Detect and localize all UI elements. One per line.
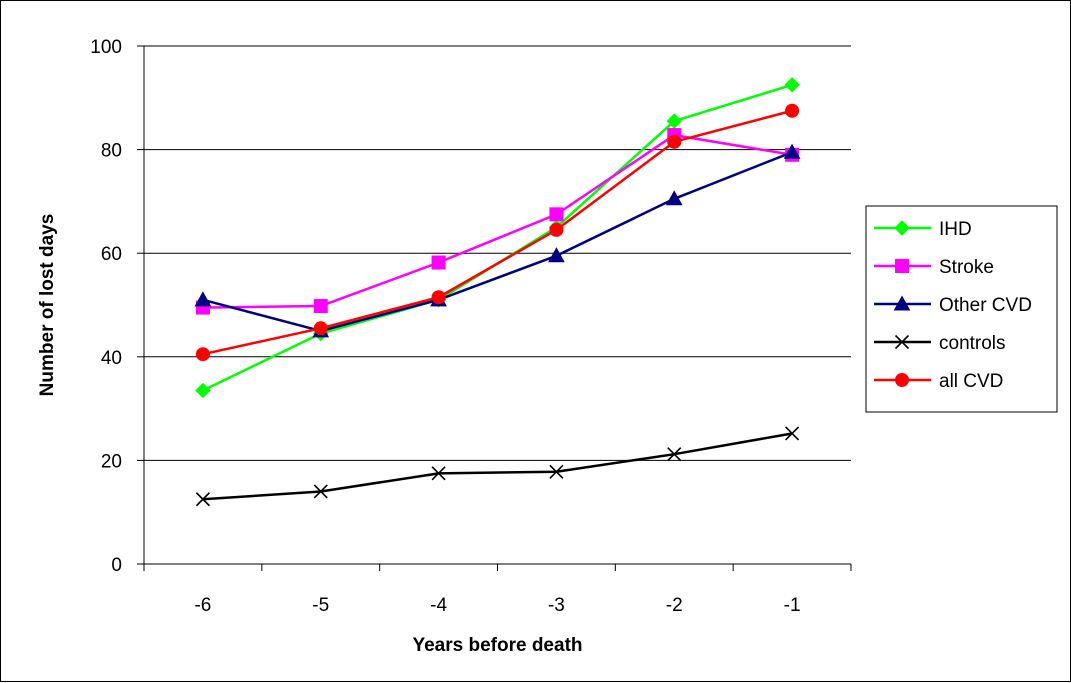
y-tick-label: 80 <box>101 141 122 162</box>
legend-label: all CVD <box>939 371 1003 392</box>
legend-entry-stroke: Stroke <box>874 257 994 278</box>
y-tick-label: 100 <box>90 37 122 58</box>
data-point-other-cvd <box>548 247 565 263</box>
data-point-stroke <box>313 299 328 314</box>
data-point-all-cvd <box>195 347 210 362</box>
series-all-cvd <box>195 103 800 362</box>
legend-entry-controls: controls <box>874 333 1006 354</box>
legend-label: controls <box>939 333 1006 354</box>
legend-marker-other-cvd <box>893 295 911 311</box>
data-point-all-cvd <box>313 321 328 336</box>
data-point-other-cvd <box>665 190 683 206</box>
data-point-ihd <box>195 382 211 399</box>
axes: 0 20 40 60 80 100 -6 -5 -4 -3 -2 -1 <box>90 37 852 616</box>
legend-marker-stroke <box>895 259 909 273</box>
series-line-stroke <box>202 133 793 309</box>
x-tick-label: -2 <box>666 595 683 616</box>
y-tick-label: 40 <box>101 348 122 369</box>
legend-label: Stroke <box>939 257 994 278</box>
data-point-all-cvd <box>431 290 446 305</box>
series-stroke <box>195 128 800 315</box>
x-tick-label: -3 <box>548 595 565 616</box>
legend: IHD Stroke Other CVD controls all CVD <box>865 205 1058 413</box>
data-point-all-cvd <box>785 103 800 118</box>
data-point-other-cvd <box>194 291 212 307</box>
y-axis-title: Number of lost days <box>37 214 58 397</box>
x-tick-label: -6 <box>194 595 211 616</box>
data-point-controls <box>313 484 328 499</box>
x-tick-label: -5 <box>312 595 329 616</box>
data-point-ihd <box>784 77 800 93</box>
data-point-controls <box>549 464 564 479</box>
legend-entry-other-cvd: Other CVD <box>874 295 1032 316</box>
series-line-controls <box>202 432 793 501</box>
data-point-all-cvd <box>667 134 682 149</box>
legend-entry-all-cvd: all CVD <box>874 371 1003 392</box>
legend-label: Other CVD <box>939 295 1032 316</box>
data-point-controls <box>431 466 446 481</box>
legend-label: IHD <box>939 219 972 240</box>
legend-marker-all-cvd <box>895 373 909 387</box>
data-point-stroke <box>431 255 446 270</box>
x-tick-label: -4 <box>430 595 447 616</box>
data-point-stroke <box>549 207 564 222</box>
x-tick-label: -1 <box>784 595 801 616</box>
gridlines <box>144 45 851 461</box>
data-point-other-cvd <box>783 143 801 159</box>
data-point-all-cvd <box>549 222 564 237</box>
data-point-controls <box>785 426 800 441</box>
x-axis-title: Years before death <box>412 635 582 656</box>
data-point-controls <box>667 447 682 462</box>
series-line-all-cvd <box>202 109 793 356</box>
data-point-controls <box>195 492 210 507</box>
y-tick-label: 0 <box>111 555 122 576</box>
y-tick-label: 20 <box>101 451 122 472</box>
series-line-other-cvd <box>202 151 793 333</box>
legend-marker-controls <box>894 334 910 350</box>
series-lines <box>194 77 801 507</box>
y-tick-label: 60 <box>101 244 122 265</box>
series-controls <box>195 426 800 507</box>
legend-marker-ihd <box>894 220 910 236</box>
series-other-cvd <box>194 143 801 338</box>
legend-entry-ihd: IHD <box>874 219 972 240</box>
